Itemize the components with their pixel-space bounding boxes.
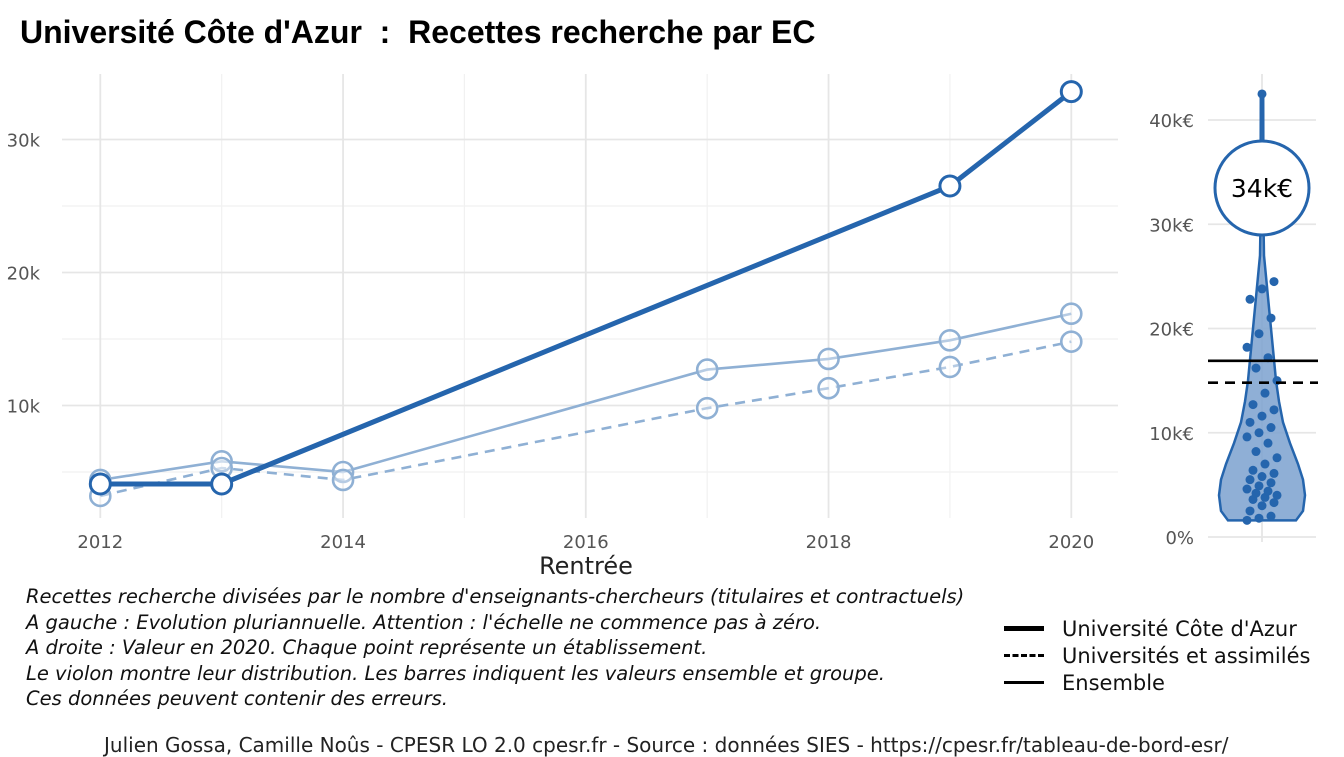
- data-point: [938, 174, 962, 198]
- data-point: [331, 460, 355, 484]
- violin-point: [1272, 490, 1282, 500]
- violin-point: [1245, 506, 1255, 516]
- violin-point: [1242, 484, 1252, 494]
- violin-point: [1245, 475, 1255, 485]
- legend-item-universites-assimiles: Universités et assimilés: [1004, 642, 1310, 669]
- note-line: A droite : Valeur en 2020. Chaque point …: [26, 636, 708, 660]
- chart-legend: Université Côte d'Azur Universités et as…: [1004, 615, 1310, 696]
- violin-point: [1269, 498, 1279, 508]
- data-point: [695, 396, 719, 420]
- data-point: [210, 472, 234, 496]
- note-line: Recettes recherche divisées par le nombr…: [26, 585, 965, 608]
- violin-point: [1248, 400, 1258, 410]
- violin-y-tick-label: 30k€: [1149, 215, 1194, 236]
- note-line: Ces données peuvent contenir des erreurs…: [26, 687, 448, 711]
- series-line: [100, 312, 1072, 482]
- highlight-value-label: 34k€: [1231, 174, 1293, 203]
- x-tick-label: 2020: [1048, 532, 1094, 553]
- violin-point: [1242, 515, 1252, 525]
- legend-label: Université Côte d'Azur: [1062, 616, 1297, 641]
- legend-item-universite: Université Côte d'Azur: [1004, 615, 1310, 642]
- x-axis-title: Rentrée: [539, 552, 633, 580]
- chart-notes: Recettes recherche divisées par le nombr…: [26, 584, 964, 712]
- violin-point: [1269, 405, 1279, 415]
- violin-y-tick-label: 40k€: [1149, 111, 1194, 132]
- violin-y-tick-label: 10k€: [1149, 424, 1194, 445]
- violin-point: [1266, 511, 1276, 521]
- legend-label: Universités et assimilés: [1062, 643, 1311, 668]
- note-line: Le violon montre leur distribution. Les …: [26, 661, 885, 685]
- y-tick-label: 20k: [7, 264, 41, 285]
- violin-point: [1257, 472, 1267, 482]
- violin-point: [1242, 432, 1252, 442]
- violin-y-tick-label: 20k€: [1149, 320, 1194, 341]
- data-point: [817, 347, 840, 371]
- violin-point: [1257, 284, 1267, 294]
- data-point: [1060, 302, 1083, 326]
- data-point: [1060, 330, 1083, 353]
- x-tick-label: 2014: [320, 532, 366, 553]
- x-tick-label: 2016: [563, 532, 609, 553]
- violin-point: [1257, 89, 1267, 99]
- data-point: [817, 376, 840, 400]
- y-tick-label: 30k: [7, 131, 41, 152]
- violin-point: [1254, 481, 1264, 491]
- data-point: [331, 468, 355, 492]
- y-tick-label: 10k: [7, 397, 41, 418]
- violin-y-tick-label: 0%: [1165, 528, 1194, 549]
- violin-point: [1266, 313, 1276, 323]
- data-point: [938, 355, 962, 379]
- data-point: [1059, 80, 1083, 104]
- legend-key-bold-line: [1004, 626, 1044, 631]
- source-caption: Julien Gossa, Camille Noûs - CPESR LO 2.…: [104, 733, 1229, 757]
- highlight-bubble: [1213, 139, 1311, 237]
- violin-point: [1269, 468, 1279, 478]
- data-point: [695, 358, 719, 381]
- violin-point: [1245, 294, 1255, 304]
- legend-key-dashed-line: [1004, 654, 1044, 657]
- data-point: [938, 329, 962, 352]
- violin-point: [1263, 438, 1273, 448]
- violin-point: [1260, 388, 1270, 398]
- series-line: [100, 340, 1072, 498]
- violin-point: [1263, 486, 1273, 496]
- violin-point: [1266, 478, 1276, 488]
- violin-point: [1269, 277, 1279, 287]
- violin-point: [1251, 488, 1261, 498]
- violin-point: [1254, 513, 1264, 523]
- series-line: [100, 89, 1073, 487]
- legend-label: Ensemble: [1062, 670, 1165, 695]
- chart-title: Université Côte d'Azur : Recettes recher…: [20, 14, 816, 50]
- legend-item-ensemble: Ensemble: [1004, 669, 1310, 696]
- violin-point: [1257, 501, 1267, 511]
- data-point: [88, 472, 112, 496]
- violin-point: [1254, 329, 1264, 339]
- violin-point: [1272, 453, 1282, 463]
- violin-point: [1242, 342, 1252, 352]
- violin-point: [1251, 363, 1261, 373]
- violin-point: [1251, 447, 1261, 457]
- legend-key-solid-line: [1004, 681, 1044, 684]
- violin-point: [1254, 428, 1264, 438]
- violin-point: [1257, 411, 1267, 421]
- violin-point: [1245, 417, 1255, 427]
- violin-point: [1260, 459, 1270, 469]
- violin-point: [1248, 465, 1258, 475]
- x-tick-label: 2012: [77, 532, 123, 553]
- data-point: [210, 450, 233, 473]
- violin-point: [1266, 423, 1276, 433]
- note-line: A gauche : Evolution pluriannuelle. Atte…: [26, 610, 822, 634]
- x-tick-label: 2018: [806, 532, 852, 553]
